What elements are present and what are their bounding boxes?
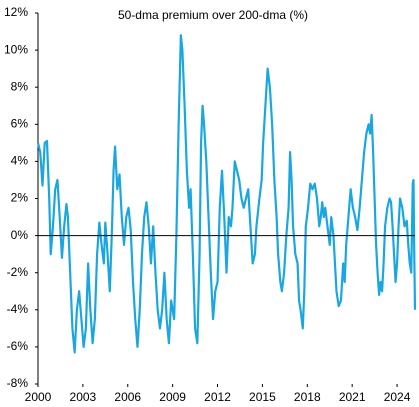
chart-title: 50-dma premium over 200-dma (%) [118,8,308,22]
x-tick-label: 2003 [70,390,97,404]
y-tick-label: 12% [4,5,28,19]
x-tick-label: 2024 [384,390,411,404]
y-tick-label: 0% [11,228,29,242]
data-line [36,34,417,354]
y-tick-label: -8% [7,376,29,390]
y-tick-label: 10% [4,42,28,56]
x-tick-label: 2015 [249,390,276,404]
x-tick-label: 2000 [25,390,52,404]
y-tick-label: -6% [7,339,29,353]
y-tick-label: -4% [7,302,29,316]
y-tick-label: 8% [11,79,29,93]
x-tick-label: 2018 [294,390,321,404]
y-tick-label: -2% [7,265,29,279]
x-tick-label: 2009 [159,390,186,404]
y-tick-label: 6% [11,116,29,130]
x-tick-label: 2012 [204,390,231,404]
x-tick-label: 2006 [114,390,141,404]
y-tick-label: 4% [11,154,29,168]
y-tick-label: 2% [11,191,29,205]
x-tick-label: 2021 [339,390,366,404]
